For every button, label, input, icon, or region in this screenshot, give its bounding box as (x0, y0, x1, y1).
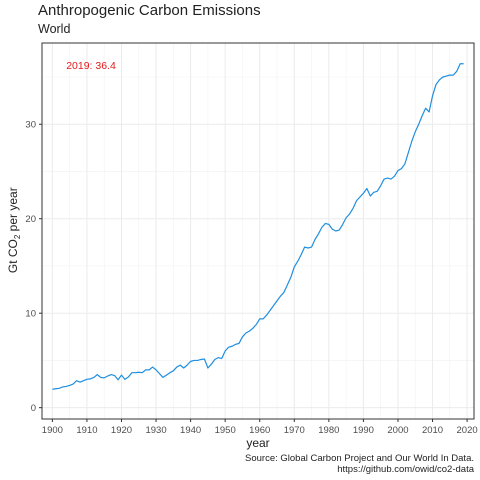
x-tick-label: 2000 (387, 425, 408, 436)
source-caption: Source: Global Carbon Project and Our Wo… (245, 453, 474, 475)
x-tick-label: 1960 (249, 425, 270, 436)
x-tick-label: 1910 (76, 425, 97, 436)
y-tick-label: 20 (25, 214, 36, 225)
x-tick-label: 1940 (180, 425, 201, 436)
x-tick-label: 2020 (457, 425, 478, 436)
axis-ticks: 1900 1910 1920 1930 1940 1950 1960 1970 1980 1990… (25, 120, 477, 436)
x-tick-label: 1990 (353, 425, 374, 436)
caption-line-1: Source: Global Carbon Project and Our Wo… (245, 453, 474, 464)
plot-border (41, 42, 475, 420)
x-tick-label: 1980 (318, 425, 339, 436)
caption-line-2: https://github.com/owid/co2-data (337, 464, 474, 475)
chart-title: Anthropogenic Carbon Emissions (38, 2, 261, 19)
x-tick-label: 1930 (145, 425, 166, 436)
y-tick-label: 30 (25, 120, 36, 131)
x-tick-label: 1970 (284, 425, 305, 436)
gridlines (42, 43, 474, 419)
x-axis-label: year (246, 436, 270, 450)
y-axis-label: Gt CO2 per year (5, 187, 23, 274)
chart-subtitle: World (38, 22, 71, 36)
x-tick-label: 2010 (422, 425, 443, 436)
y-tick-label: 0 (31, 403, 36, 414)
y-tick-label: 10 (25, 309, 36, 320)
series-line-emissions (52, 63, 464, 390)
x-tick-label: 1950 (215, 425, 236, 436)
annotation-label: 2019: 36.4 (66, 60, 116, 72)
series-layer (52, 63, 464, 390)
x-tick-label: 1920 (111, 425, 132, 436)
x-tick-label: 1900 (42, 425, 63, 436)
plot-panel (42, 43, 474, 419)
